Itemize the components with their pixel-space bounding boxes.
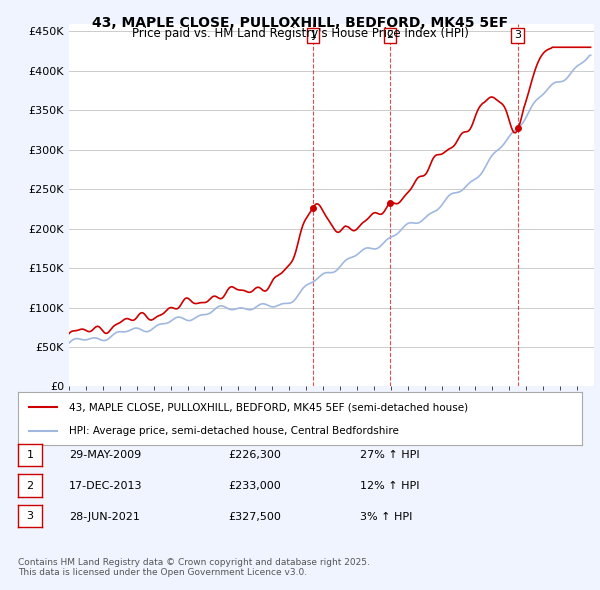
Text: 1: 1 [26, 450, 34, 460]
Text: 1: 1 [310, 31, 317, 41]
Text: 12% ↑ HPI: 12% ↑ HPI [360, 481, 419, 491]
Text: 3: 3 [514, 31, 521, 41]
Text: 28-JUN-2021: 28-JUN-2021 [69, 512, 140, 522]
Text: 3% ↑ HPI: 3% ↑ HPI [360, 512, 412, 522]
Text: 2: 2 [386, 31, 394, 41]
Text: HPI: Average price, semi-detached house, Central Bedfordshire: HPI: Average price, semi-detached house,… [69, 425, 398, 435]
Text: 3: 3 [26, 512, 34, 521]
Text: 29-MAY-2009: 29-MAY-2009 [69, 451, 141, 460]
Text: £327,500: £327,500 [228, 512, 281, 522]
Text: 27% ↑ HPI: 27% ↑ HPI [360, 451, 419, 460]
Text: £226,300: £226,300 [228, 451, 281, 460]
Text: 43, MAPLE CLOSE, PULLOXHILL, BEDFORD, MK45 5EF (semi-detached house): 43, MAPLE CLOSE, PULLOXHILL, BEDFORD, MK… [69, 402, 468, 412]
Text: Price paid vs. HM Land Registry's House Price Index (HPI): Price paid vs. HM Land Registry's House … [131, 27, 469, 40]
Text: £233,000: £233,000 [228, 481, 281, 491]
Text: 2: 2 [26, 481, 34, 490]
Text: Contains HM Land Registry data © Crown copyright and database right 2025.
This d: Contains HM Land Registry data © Crown c… [18, 558, 370, 577]
Text: 17-DEC-2013: 17-DEC-2013 [69, 481, 143, 491]
Text: 43, MAPLE CLOSE, PULLOXHILL, BEDFORD, MK45 5EF: 43, MAPLE CLOSE, PULLOXHILL, BEDFORD, MK… [92, 16, 508, 30]
